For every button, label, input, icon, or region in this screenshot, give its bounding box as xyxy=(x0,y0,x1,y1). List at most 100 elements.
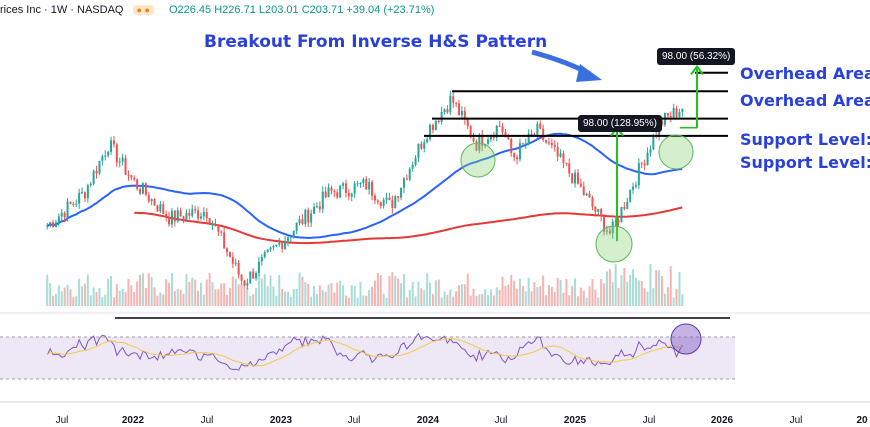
volume-bar xyxy=(489,289,492,306)
x-tick-label: Jul xyxy=(55,415,69,426)
volume-bar xyxy=(663,293,666,306)
candle xyxy=(292,230,295,237)
volume-bar xyxy=(402,274,405,306)
candle xyxy=(504,132,507,138)
candle xyxy=(202,211,205,217)
volume-bar xyxy=(333,292,336,306)
measured-move-tag-2: 98.00 (56.32%) xyxy=(657,48,736,65)
volume-bar xyxy=(246,288,249,306)
candle xyxy=(191,209,194,216)
candle xyxy=(585,193,588,196)
volume-bar xyxy=(139,274,142,306)
candle xyxy=(434,120,437,131)
market-status-icon[interactable]: ● ● xyxy=(132,5,154,15)
volume-bar xyxy=(162,294,165,306)
candle xyxy=(252,271,255,279)
candle xyxy=(411,164,414,169)
volume-bar xyxy=(661,275,664,306)
volume-bar xyxy=(501,276,504,306)
candle xyxy=(92,170,95,184)
candle xyxy=(284,240,287,249)
candle xyxy=(402,178,405,188)
volume-bar xyxy=(420,288,423,306)
volume-bar xyxy=(603,283,606,306)
candle xyxy=(52,222,55,228)
candle xyxy=(194,209,197,211)
volume-bar xyxy=(408,289,411,306)
volume-bar xyxy=(83,283,86,306)
candle xyxy=(420,143,423,149)
candle xyxy=(545,139,548,143)
volume-bar xyxy=(394,275,397,306)
candle xyxy=(423,142,426,149)
candle xyxy=(521,143,524,145)
candle xyxy=(89,183,92,186)
volume-bar xyxy=(52,295,55,306)
candle xyxy=(565,162,568,164)
candle xyxy=(353,183,356,194)
candle xyxy=(139,188,142,194)
candle xyxy=(550,142,553,146)
volume-bar xyxy=(301,276,304,306)
support-level-label-1: Support Level: xyxy=(740,130,870,149)
symbol-text: rices Inc · 1W · NASDAQ xyxy=(0,4,124,16)
candle xyxy=(63,212,66,218)
candle xyxy=(211,224,214,226)
volume-bar xyxy=(112,297,115,306)
candle xyxy=(95,170,98,174)
breakout-annotation: Breakout From Inverse H&S Pattern xyxy=(204,32,548,52)
volume-bar xyxy=(194,279,197,306)
candle xyxy=(165,213,168,217)
volume-bar xyxy=(440,297,443,306)
candle xyxy=(513,153,516,158)
candle xyxy=(141,183,144,194)
volume-bar xyxy=(382,293,385,306)
candle xyxy=(321,191,324,210)
volume-bar xyxy=(211,282,214,306)
candle xyxy=(588,193,591,198)
candle xyxy=(342,183,345,186)
volume-bar xyxy=(417,281,420,306)
candle xyxy=(147,194,150,202)
volume-bar xyxy=(295,288,298,306)
candle xyxy=(472,137,475,142)
volume-bar xyxy=(223,283,226,306)
candle xyxy=(632,186,635,190)
volume-bar xyxy=(550,287,553,306)
candle xyxy=(634,185,637,187)
candle xyxy=(440,112,443,123)
volume-bar xyxy=(234,278,237,306)
candle xyxy=(501,126,504,133)
volume-bar xyxy=(66,284,69,306)
candle xyxy=(269,247,272,250)
volume-bar xyxy=(243,282,246,306)
volume-bar xyxy=(626,281,629,306)
volume-bar xyxy=(89,295,92,306)
volume-bar xyxy=(600,278,603,306)
volume-bar xyxy=(547,285,550,306)
candle xyxy=(620,207,623,223)
volume-bar xyxy=(275,295,278,306)
volume-bar xyxy=(284,291,287,306)
candle xyxy=(611,221,614,234)
volume-bar xyxy=(649,263,652,306)
volume-bar xyxy=(252,294,255,306)
candle xyxy=(324,191,327,198)
volume-bar xyxy=(605,271,608,306)
candle xyxy=(675,108,678,117)
candle xyxy=(559,153,562,157)
volume-bar xyxy=(391,272,394,306)
candle xyxy=(130,175,133,178)
candle xyxy=(556,146,559,157)
volume-bar xyxy=(400,283,403,306)
candle xyxy=(115,144,118,163)
volume-bar xyxy=(324,291,327,306)
candle xyxy=(617,220,620,223)
volume-bar xyxy=(278,274,281,306)
candle xyxy=(661,120,664,125)
candle xyxy=(681,108,684,113)
candle xyxy=(542,128,545,140)
volume-bar xyxy=(101,297,104,306)
rsi-band xyxy=(0,337,735,379)
